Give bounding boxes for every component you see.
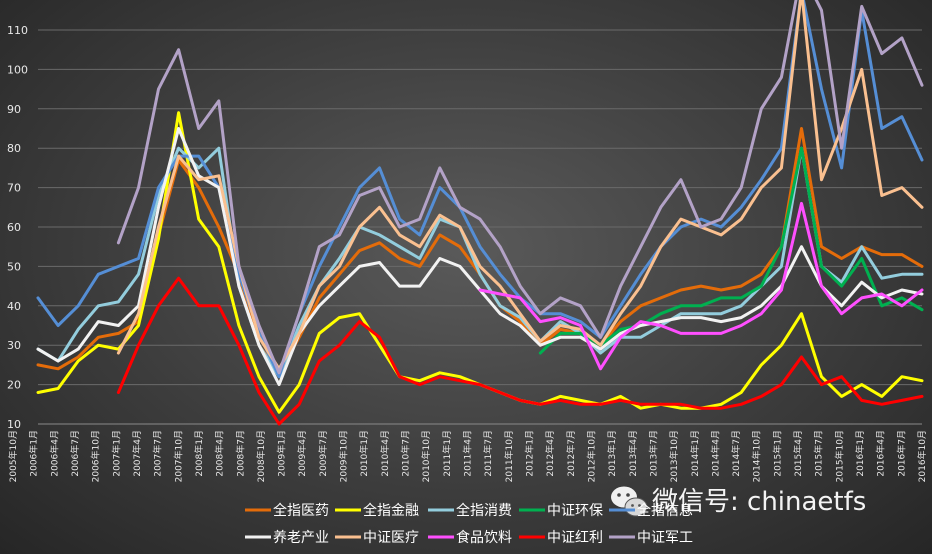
- x-axis: 2005年10月 2006年1月 2006年4月 2006年7月 2006年10月 200…: [7, 430, 928, 482]
- x-tick-label: 2015年4月: [792, 430, 804, 477]
- x-tick-label: 2012年10月: [585, 430, 597, 482]
- x-tick-label: 2008年7月: [234, 430, 246, 477]
- x-tick-label: 2007年1月: [110, 430, 122, 477]
- x-tick-label: 2012年7月: [565, 430, 577, 477]
- x-tick-label: 2013年7月: [647, 430, 659, 477]
- y-tick-label: 70: [7, 182, 21, 195]
- legend-item: 食品饮料: [428, 529, 512, 546]
- series-line: [36, 0, 924, 379]
- x-tick-label: 2010年7月: [400, 430, 412, 477]
- legend-label: 全指信息: [637, 502, 693, 519]
- legend-label: 中证军工: [637, 530, 693, 546]
- legend-item: 养老产业: [245, 530, 329, 546]
- legend-item: 中证环保: [519, 503, 603, 519]
- x-tick-label: 2011年7月: [482, 430, 494, 477]
- x-tick-label: 2010年4月: [379, 430, 391, 477]
- x-tick-label: 2013年4月: [627, 430, 639, 477]
- x-tick-label: 2014年10月: [751, 430, 763, 482]
- x-tick-label: 2014年7月: [730, 430, 742, 477]
- y-tick-label: 90: [7, 103, 21, 116]
- legend-label: 全指医药: [273, 502, 329, 519]
- y-tick-label: 100: [7, 63, 28, 76]
- x-tick-label: 2013年1月: [606, 430, 618, 477]
- x-tick-label: 2014年1月: [689, 430, 701, 477]
- legend-label: 中证红利: [547, 530, 603, 546]
- legend-item: 全指医药: [245, 502, 329, 519]
- y-tick-label: 60: [7, 221, 21, 234]
- watermark-text: 微信号: chinaetfs: [652, 487, 866, 517]
- legend-label: 中证环保: [547, 503, 603, 519]
- x-tick-label: 2015年10月: [833, 430, 845, 482]
- x-tick-label: 2011年10月: [503, 430, 515, 482]
- y-tick-label: 50: [7, 260, 21, 273]
- y-tick-label: 110: [7, 24, 28, 37]
- series-line: [478, 201, 924, 371]
- legend-label: 食品饮料: [456, 529, 512, 546]
- legend-item: 中证医疗: [335, 530, 419, 546]
- legend-label: 养老产业: [273, 530, 329, 546]
- legend-item: 全指消费: [428, 502, 512, 519]
- x-tick-label: 2014年4月: [709, 430, 721, 477]
- y-tick-label: 20: [7, 379, 21, 392]
- x-tick-label: 2012年4月: [544, 430, 556, 477]
- series-line: [116, 0, 924, 371]
- x-tick-label: 2016年10月: [916, 430, 928, 482]
- x-tick-label: 2012年1月: [523, 430, 535, 477]
- x-tick-label: 2016年1月: [854, 430, 866, 477]
- y-tick-label: 30: [7, 339, 21, 352]
- x-tick-label: 2007年4月: [131, 430, 143, 477]
- x-tick-label: 2009年4月: [296, 430, 308, 477]
- legend-label: 中证医疗: [363, 530, 419, 546]
- x-tick-label: 2007年10月: [172, 430, 184, 482]
- x-tick-label: 2016年7月: [895, 430, 907, 477]
- x-tick-label: 2009年10月: [338, 430, 350, 482]
- x-tick-label: 2011年4月: [462, 430, 474, 477]
- series-line: [116, 276, 924, 426]
- x-tick-label: 2006年10月: [90, 430, 102, 482]
- x-tick-label: 2008年1月: [193, 430, 205, 477]
- legend-item: 全指金融: [335, 502, 419, 519]
- series-layer: [36, 0, 924, 426]
- x-tick-label: 2011年1月: [441, 430, 453, 477]
- x-tick-label: 2016年4月: [875, 430, 887, 477]
- x-tick-label: 2015年1月: [771, 430, 783, 477]
- x-tick-label: 2006年7月: [69, 430, 81, 477]
- x-tick-label: 2006年4月: [48, 430, 60, 477]
- x-tick-label: 2008年4月: [214, 430, 226, 477]
- legend-item: 中证军工: [609, 530, 693, 546]
- x-tick-label: 2009年7月: [317, 430, 329, 477]
- x-tick-label: 2006年1月: [28, 430, 40, 477]
- watermark: 微信号: chinaetfs: [611, 486, 866, 517]
- series-line: [116, 0, 924, 375]
- y-tick-label: 40: [7, 300, 21, 313]
- x-tick-label: 2010年10月: [420, 430, 432, 482]
- y-tick-label: 80: [7, 142, 21, 155]
- x-tick-label: 2015年7月: [813, 430, 825, 477]
- x-tick-label: 2005年10月: [7, 430, 19, 482]
- x-tick-label: 2008年10月: [255, 430, 267, 482]
- legend-label: 全指金融: [363, 502, 419, 519]
- x-tick-label: 2007年7月: [152, 430, 164, 477]
- legend-label: 全指消费: [456, 502, 512, 519]
- legend-item: 中证红利: [519, 530, 603, 546]
- legend-item: 全指信息: [609, 502, 693, 519]
- x-tick-label: 2010年1月: [358, 430, 370, 477]
- y-tick-label: 10: [7, 418, 21, 431]
- x-tick-label: 2013年10月: [668, 430, 680, 482]
- y-axis: 10 20 30 40 50 60 70 80 90 100 110: [7, 24, 28, 431]
- x-tick-label: 2009年1月: [276, 430, 288, 477]
